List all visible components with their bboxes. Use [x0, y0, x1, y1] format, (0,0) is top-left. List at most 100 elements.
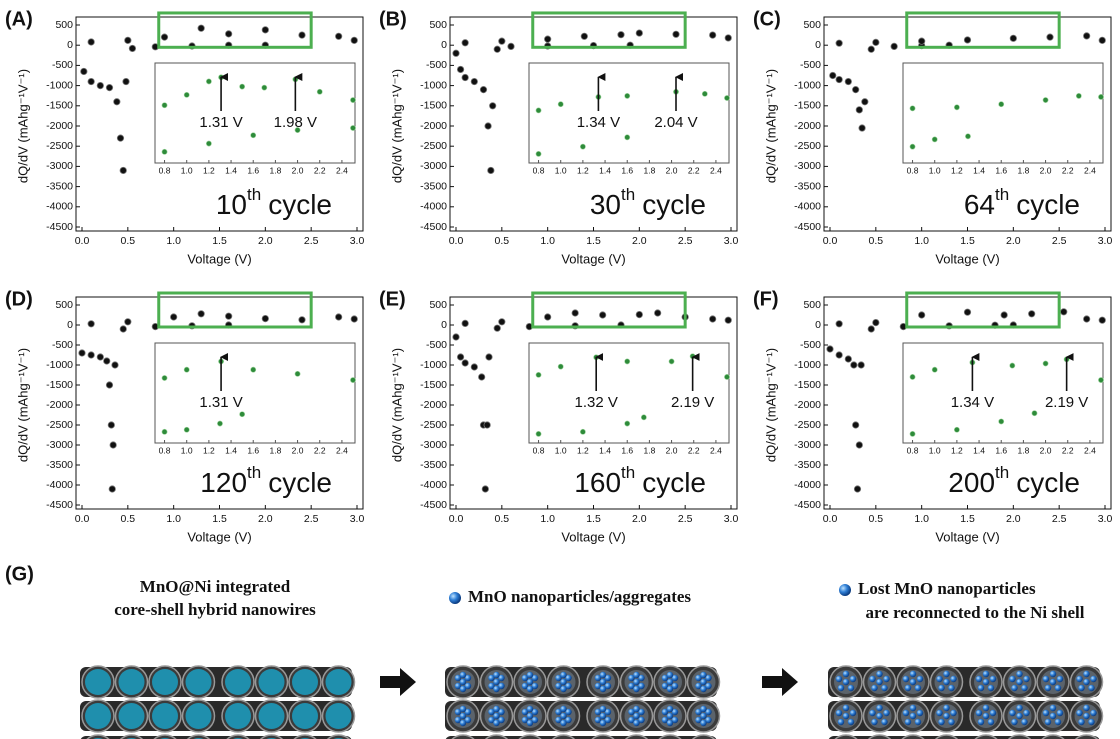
- inset-x-tick-label: 1.4: [973, 165, 985, 175]
- data-point: [855, 106, 863, 114]
- nanoparticle: [842, 678, 850, 686]
- nanoparticle: [1088, 684, 1095, 692]
- nanoparticle: [982, 670, 990, 678]
- y-tick-label: -3500: [420, 180, 447, 192]
- data-point: [835, 39, 843, 47]
- nanoparticle: [835, 675, 843, 683]
- y-tick-label: -2500: [420, 140, 447, 152]
- inset-x-tick-label: 1.6: [995, 165, 1007, 175]
- y-tick-label: 500: [803, 299, 821, 311]
- data-point: [1009, 34, 1017, 42]
- x-tick-label: 2.5: [678, 235, 693, 247]
- nanoparticle: [1083, 678, 1090, 686]
- x-tick-label: 2.0: [632, 235, 647, 247]
- x-tick-label: 3.0: [724, 235, 739, 247]
- y-tick-label: -4500: [794, 499, 821, 511]
- y-tick-label: -3000: [46, 160, 73, 172]
- inset-point: [250, 132, 257, 139]
- y-tick-label: -500: [426, 339, 447, 351]
- y-tick-label: -4000: [46, 201, 73, 213]
- nanoparticle: [565, 674, 572, 682]
- data-point: [96, 82, 104, 90]
- data-point: [835, 320, 843, 328]
- inset-x-tick-label: 1.2: [951, 445, 963, 455]
- y-tick-label: -2000: [794, 399, 821, 411]
- y-tick-label: -2000: [794, 120, 821, 132]
- cycle-label-part: th: [621, 463, 635, 482]
- data-point: [113, 98, 121, 106]
- data-point: [867, 45, 875, 53]
- data-point: [483, 421, 491, 429]
- y-tick-label: -500: [52, 59, 73, 71]
- inset-x-tick-label: 2.4: [336, 445, 348, 455]
- inset-x-tick-label: 0.8: [159, 445, 171, 455]
- data-point: [298, 316, 306, 324]
- x-tick-label: 0.5: [869, 235, 884, 247]
- nanoparticle: [628, 682, 635, 690]
- data-point: [654, 309, 662, 317]
- y-tick-label: -2000: [46, 399, 73, 411]
- inset-x-tick-label: 1.0: [929, 445, 941, 455]
- nanoparticle: [847, 718, 855, 726]
- inset-point: [965, 133, 971, 140]
- nanoparticle: [1083, 704, 1090, 712]
- inset-point: [535, 107, 542, 114]
- x-axis-label: Voltage (V): [935, 529, 999, 544]
- y-tick-label: -4500: [420, 221, 447, 233]
- nanoparticle: [521, 716, 529, 724]
- nanoparticle: [989, 709, 997, 717]
- nanoparticle: [842, 670, 850, 678]
- nanoparticle: [847, 684, 855, 692]
- x-tick-label: 2.0: [1006, 513, 1021, 525]
- nanoparticle: [633, 712, 640, 720]
- data-point: [487, 166, 495, 175]
- nanowire-shell: [901, 734, 925, 739]
- x-tick-label: 1.0: [166, 513, 181, 525]
- data-point: [261, 26, 269, 34]
- nanoparticle: [464, 674, 472, 682]
- data-point: [225, 312, 233, 320]
- nanoparticle: [842, 712, 850, 720]
- data-point: [87, 77, 95, 86]
- nanoparticle: [909, 712, 917, 720]
- inset-x-tick-label: 1.0: [929, 165, 941, 175]
- peak-label: 2.19 V: [1045, 394, 1088, 411]
- x-tick-label: 2.0: [1006, 235, 1021, 247]
- cycle-label-part: cycle: [268, 467, 332, 498]
- nanowire-shell: [186, 734, 211, 739]
- nanoparticle: [498, 682, 505, 690]
- nanoparticle: [599, 705, 607, 713]
- data-point: [571, 309, 579, 317]
- nanoparticle: [666, 685, 674, 693]
- inset-point: [161, 428, 168, 435]
- nanoparticle: [526, 705, 534, 713]
- data-point: [160, 33, 169, 41]
- nanoparticle: [1049, 678, 1057, 686]
- y-tick-label: 500: [803, 19, 821, 31]
- data-point: [1046, 33, 1054, 41]
- nanoparticle: [604, 682, 612, 690]
- nanoparticle: [565, 708, 572, 716]
- data-point: [544, 35, 552, 43]
- nanoparticle: [1042, 709, 1050, 717]
- inset-point: [350, 125, 356, 131]
- inset-point: [624, 358, 631, 365]
- inset-point: [724, 95, 730, 101]
- nanoparticle: [638, 682, 645, 690]
- data-point: [724, 316, 732, 324]
- nanowire-shell: [86, 734, 110, 739]
- x-tick-label: 1.5: [212, 235, 227, 247]
- inset-x-tick-label: 1.6: [621, 445, 633, 455]
- nanoparticle: [633, 705, 640, 713]
- nanoparticle: [666, 678, 674, 686]
- nanoparticle: [604, 716, 612, 724]
- nanoparticle: [849, 709, 857, 717]
- nanoparticle: [902, 675, 910, 683]
- cycle-label-part: cycle: [642, 467, 706, 498]
- inset-x-tick-label: 0.8: [159, 165, 171, 175]
- nanoparticle: [555, 708, 562, 716]
- cycle-label: 120th cycle: [200, 463, 332, 498]
- cycle-label-part: 200: [948, 467, 995, 498]
- nanoparticle: [560, 671, 567, 679]
- nanoparticle: [883, 709, 890, 717]
